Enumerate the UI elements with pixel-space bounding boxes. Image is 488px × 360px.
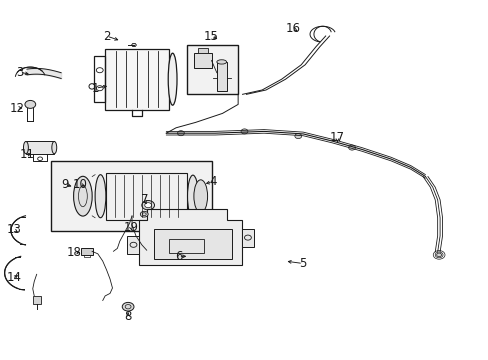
Circle shape — [144, 203, 151, 208]
Text: 1: 1 — [91, 82, 99, 95]
Text: 8: 8 — [124, 310, 132, 323]
Ellipse shape — [52, 141, 57, 154]
Text: 9: 9 — [61, 178, 69, 191]
Circle shape — [348, 145, 355, 150]
Text: 5: 5 — [299, 257, 306, 270]
Circle shape — [140, 211, 148, 217]
Circle shape — [96, 86, 103, 91]
Text: 11: 11 — [20, 148, 34, 161]
Text: 6: 6 — [174, 250, 182, 263]
Bar — [194, 53, 211, 68]
Text: 18: 18 — [67, 246, 81, 259]
Text: 14: 14 — [6, 271, 21, 284]
Text: 12: 12 — [10, 102, 24, 114]
Circle shape — [241, 129, 247, 134]
Circle shape — [96, 68, 103, 73]
Circle shape — [436, 253, 441, 257]
Bar — [154, 229, 232, 259]
Text: 10: 10 — [72, 178, 87, 191]
Bar — [198, 48, 208, 53]
Text: 2: 2 — [102, 30, 110, 42]
Text: 13: 13 — [6, 223, 21, 236]
Circle shape — [177, 131, 184, 136]
Bar — [51, 161, 211, 231]
Text: 15: 15 — [203, 30, 218, 42]
Bar — [94, 56, 105, 102]
Circle shape — [294, 134, 301, 139]
Ellipse shape — [73, 176, 92, 216]
Polygon shape — [242, 229, 254, 247]
Bar — [81, 248, 93, 255]
Circle shape — [142, 201, 154, 210]
Text: 4: 4 — [208, 175, 216, 188]
Text: 3: 3 — [16, 66, 23, 78]
Ellipse shape — [193, 180, 207, 212]
Bar — [105, 49, 168, 110]
Ellipse shape — [23, 141, 28, 154]
Text: 16: 16 — [285, 22, 300, 35]
Ellipse shape — [95, 175, 105, 218]
Ellipse shape — [168, 53, 177, 105]
Text: 7: 7 — [140, 193, 148, 206]
Text: 19: 19 — [123, 221, 138, 234]
Ellipse shape — [187, 175, 198, 217]
Polygon shape — [139, 209, 242, 265]
Ellipse shape — [216, 60, 226, 64]
Bar — [33, 296, 41, 304]
Bar — [168, 239, 203, 253]
Polygon shape — [131, 44, 136, 46]
Circle shape — [122, 302, 134, 311]
Text: 17: 17 — [329, 131, 344, 144]
Circle shape — [25, 100, 36, 108]
Bar — [26, 141, 54, 154]
Bar — [186, 45, 238, 94]
Bar — [216, 62, 226, 91]
Polygon shape — [127, 236, 139, 254]
Bar — [106, 173, 186, 220]
